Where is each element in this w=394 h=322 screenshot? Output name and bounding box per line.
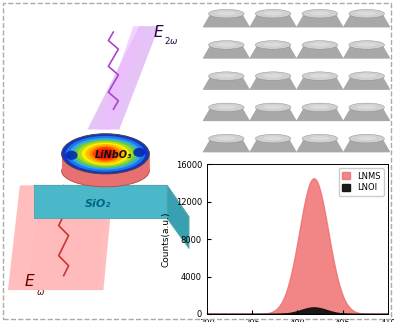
Ellipse shape [208,9,244,18]
Text: $_{\omega}$: $_{\omega}$ [36,285,45,298]
Polygon shape [87,26,159,129]
Ellipse shape [349,134,385,143]
Polygon shape [8,185,113,290]
Polygon shape [203,45,250,59]
Text: SiO₂: SiO₂ [84,199,111,209]
Ellipse shape [66,151,78,160]
Legend: LNMS, LNOI: LNMS, LNOI [339,168,384,195]
Ellipse shape [357,136,376,140]
Polygon shape [296,76,344,90]
Ellipse shape [302,41,338,49]
Ellipse shape [310,43,330,46]
Polygon shape [34,185,167,218]
Polygon shape [203,107,250,121]
Polygon shape [249,14,297,27]
Ellipse shape [357,11,376,15]
Ellipse shape [302,72,338,80]
Ellipse shape [208,41,244,49]
Polygon shape [97,26,145,129]
Ellipse shape [74,140,137,168]
Ellipse shape [78,141,133,166]
Ellipse shape [217,136,236,140]
Ellipse shape [349,103,385,112]
Polygon shape [249,76,297,90]
Polygon shape [249,45,297,59]
Ellipse shape [98,150,112,158]
Ellipse shape [255,41,291,49]
Ellipse shape [217,11,236,15]
Ellipse shape [310,105,330,109]
Ellipse shape [133,148,145,157]
Text: $E$: $E$ [24,273,35,289]
Polygon shape [296,138,344,152]
Polygon shape [61,154,149,171]
Polygon shape [343,107,390,121]
Polygon shape [343,45,390,59]
Ellipse shape [357,74,376,78]
Polygon shape [343,138,390,152]
Ellipse shape [82,143,129,165]
Polygon shape [203,76,250,90]
Polygon shape [343,76,390,90]
Ellipse shape [255,103,291,112]
Ellipse shape [255,72,291,80]
Polygon shape [296,107,344,121]
Ellipse shape [310,74,330,78]
Ellipse shape [357,43,376,46]
Ellipse shape [263,11,283,15]
Ellipse shape [217,43,236,46]
Ellipse shape [255,134,291,143]
Ellipse shape [208,103,244,112]
Polygon shape [249,107,297,121]
Polygon shape [34,185,189,217]
Ellipse shape [263,136,283,140]
Polygon shape [203,138,250,152]
Ellipse shape [349,9,385,18]
Ellipse shape [263,74,283,78]
Polygon shape [249,138,297,152]
Polygon shape [343,14,390,27]
Ellipse shape [61,155,149,187]
Ellipse shape [255,9,291,18]
Ellipse shape [66,136,145,172]
Ellipse shape [85,144,125,164]
Ellipse shape [349,72,385,80]
Polygon shape [167,185,189,249]
Ellipse shape [310,11,330,15]
Polygon shape [296,14,344,27]
Ellipse shape [217,74,236,78]
Ellipse shape [61,134,149,174]
Ellipse shape [70,138,141,170]
Ellipse shape [95,148,115,159]
Ellipse shape [93,147,118,161]
Polygon shape [203,14,250,27]
Ellipse shape [263,105,283,109]
Y-axis label: Counts(a.u.): Counts(a.u.) [161,211,170,267]
Ellipse shape [217,105,236,109]
Ellipse shape [208,72,244,80]
Ellipse shape [263,43,283,46]
Ellipse shape [357,105,376,109]
Ellipse shape [310,136,330,140]
Ellipse shape [349,41,385,49]
Text: LiNbO₃: LiNbO₃ [95,150,132,160]
Ellipse shape [302,134,338,143]
Ellipse shape [89,146,121,162]
Polygon shape [28,185,108,290]
Ellipse shape [302,9,338,18]
Text: $_{2\omega}$: $_{2\omega}$ [164,34,179,47]
Text: $E$: $E$ [153,24,165,40]
Ellipse shape [302,103,338,112]
Polygon shape [296,45,344,59]
Ellipse shape [208,134,244,143]
